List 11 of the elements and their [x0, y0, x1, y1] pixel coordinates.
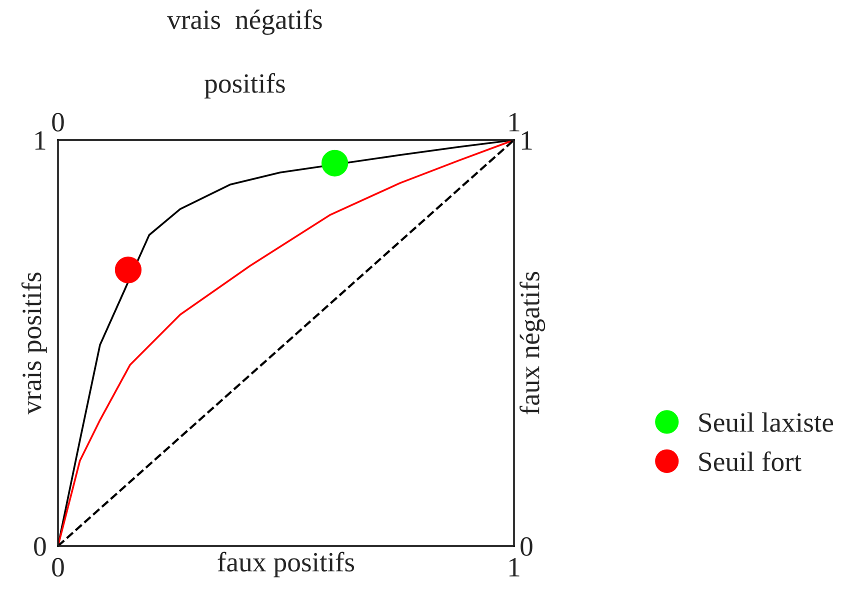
- y2-axis-title: faux négatifs: [520, 272, 546, 414]
- y2-tick-label: 0: [520, 537, 532, 556]
- x2-tick-label: 1: [510, 558, 520, 576]
- legend-label: Seuil laxiste: [699, 412, 834, 432]
- legend-label: Seuil fort: [699, 451, 802, 472]
- y-axis-title: vrais positifs: [21, 272, 47, 414]
- x2-axis-title: positifs: [204, 73, 285, 99]
- y2-tick-label: 1: [522, 131, 532, 150]
- chart-title: vrais négatifs: [167, 9, 322, 35]
- x-axis-title: faux positifs: [218, 552, 354, 578]
- x2-tick-label: 0: [52, 558, 64, 577]
